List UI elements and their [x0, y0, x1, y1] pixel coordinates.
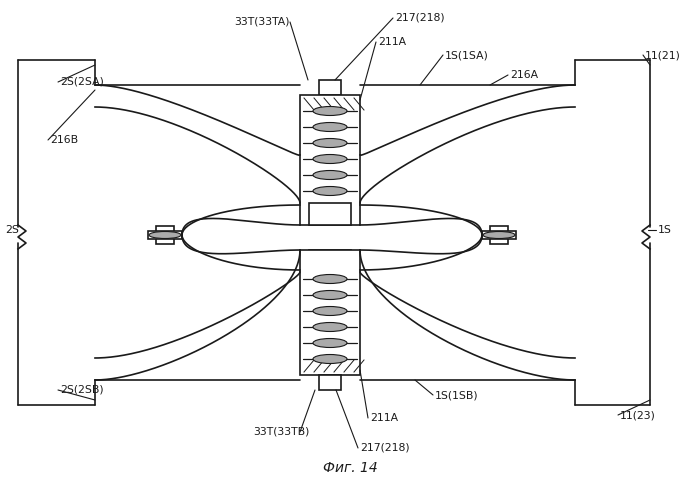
Bar	[148, 231, 182, 239]
Ellipse shape	[313, 170, 347, 180]
Ellipse shape	[313, 107, 347, 116]
Bar	[482, 231, 516, 239]
Ellipse shape	[313, 323, 347, 332]
Text: 211A: 211A	[370, 413, 398, 423]
Text: 2S(2SB): 2S(2SB)	[60, 385, 103, 395]
Text: 216A: 216A	[510, 70, 538, 80]
Text: 11(23): 11(23)	[620, 410, 656, 420]
Ellipse shape	[313, 338, 347, 348]
Text: 2S(2SA): 2S(2SA)	[60, 77, 104, 87]
Ellipse shape	[313, 155, 347, 164]
Bar	[309, 203, 351, 225]
Bar	[300, 250, 360, 375]
Ellipse shape	[313, 290, 347, 300]
Text: 33T(33TA): 33T(33TA)	[234, 17, 290, 27]
Ellipse shape	[313, 187, 347, 195]
Text: 33T(33TB): 33T(33TB)	[253, 427, 310, 437]
Ellipse shape	[313, 139, 347, 147]
Ellipse shape	[313, 355, 347, 363]
Text: 1S: 1S	[658, 225, 672, 235]
Ellipse shape	[483, 231, 515, 239]
Bar	[490, 226, 508, 244]
Ellipse shape	[149, 231, 181, 239]
Bar	[300, 95, 360, 225]
Bar	[319, 80, 341, 95]
Text: 211A: 211A	[378, 37, 406, 47]
Text: 1S(1SA): 1S(1SA)	[445, 50, 489, 60]
Text: 2S: 2S	[5, 225, 19, 235]
Bar	[156, 226, 174, 244]
Ellipse shape	[313, 275, 347, 284]
Text: 217(218): 217(218)	[360, 443, 410, 453]
Text: 1S(1SB): 1S(1SB)	[435, 390, 479, 400]
Text: 216B: 216B	[50, 135, 78, 145]
Text: 217(218): 217(218)	[395, 13, 445, 23]
Text: 11(21): 11(21)	[645, 50, 681, 60]
Bar	[309, 250, 351, 272]
Text: Фиг. 14: Фиг. 14	[323, 461, 377, 475]
Ellipse shape	[313, 122, 347, 132]
Ellipse shape	[313, 307, 347, 315]
Bar	[319, 375, 341, 390]
